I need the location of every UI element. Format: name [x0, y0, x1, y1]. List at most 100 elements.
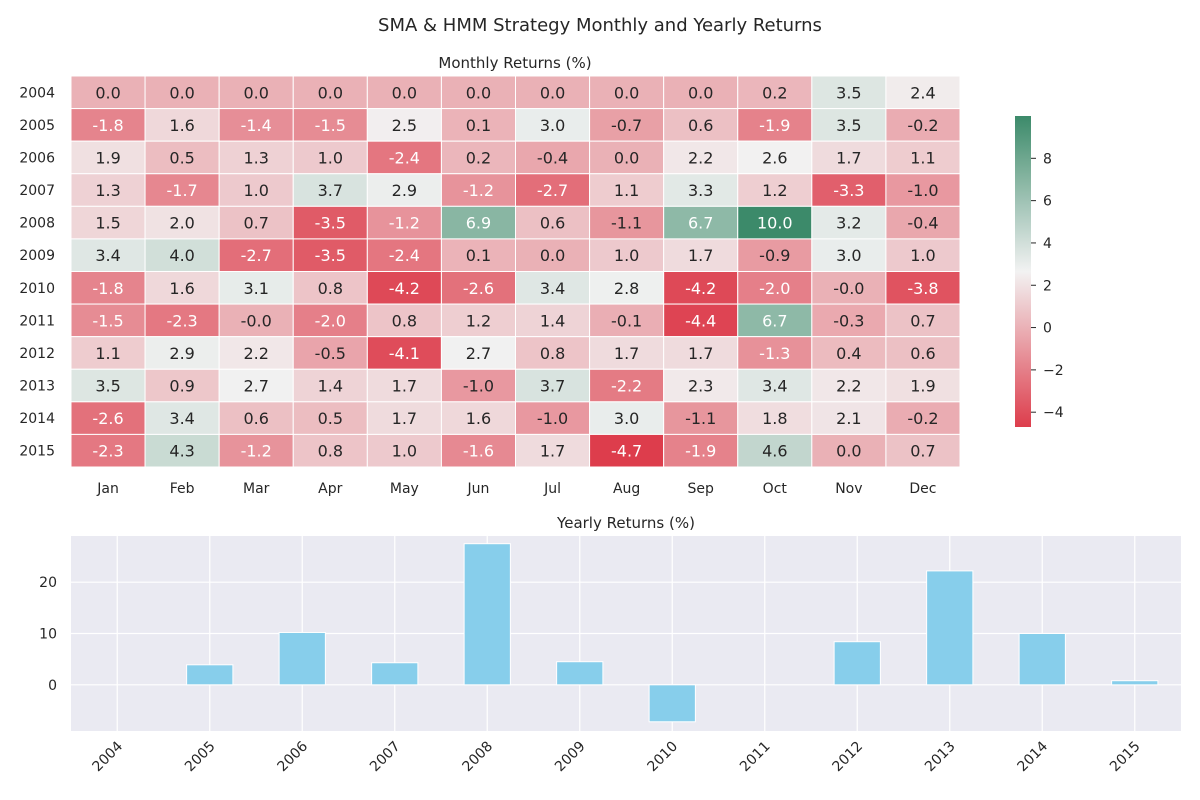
heatmap-cell: [737, 238, 813, 272]
heatmap-cell-label: -2.4: [389, 148, 420, 167]
bar-2006: [278, 631, 326, 686]
heatmap-cells: 0.0 0.0 0.0 0.0 0.0 0.0 0.0 0.0 0.0 0.2 3.5 2.4 -1.8…: [70, 75, 961, 468]
heatmap-cell: [292, 336, 368, 370]
bar-x-tick-label: 2011: [737, 739, 774, 776]
heatmap-cell: [292, 238, 368, 272]
heatmap-cell-label: 2.7: [466, 344, 491, 363]
heatmap-cell-label: 1.8: [762, 409, 787, 428]
heatmap-row-label: 2012: [19, 346, 55, 362]
heatmap-cell: [885, 336, 961, 370]
heatmap-cell-label: 4.3: [169, 442, 194, 461]
heatmap-col-label: Jun: [467, 481, 490, 497]
heatmap-cell-label: -4.1: [389, 344, 420, 363]
heatmap-cell-label: -1.3: [759, 344, 790, 363]
heatmap-cell: [144, 75, 220, 110]
heatmap-row-label: 2011: [19, 313, 55, 329]
heatmap-cell-label: -2.7: [537, 181, 568, 200]
heatmap-cell: [366, 303, 442, 338]
heatmap-cell-label: 2.5: [392, 116, 417, 135]
heatmap-cell: [440, 205, 517, 240]
heatmap-cell: [70, 205, 146, 240]
bar-x-tick-label: 2013: [922, 739, 959, 776]
heatmap-cell-label: 2.9: [169, 344, 194, 363]
heatmap-cell-label: -2.3: [92, 442, 123, 461]
heatmap-cell-label: 2.2: [836, 377, 861, 396]
heatmap-cell-label: 4.0: [169, 246, 194, 265]
heatmap-cell-label: -1.0: [537, 409, 568, 428]
heatmap-cell-label: 0.0: [614, 83, 639, 102]
heatmap-col-label: Aug: [613, 481, 640, 497]
colorbar-tick-label: 2: [1043, 278, 1052, 294]
heatmap-cell: [144, 368, 220, 403]
heatmap-cell-label: 1.3: [95, 181, 120, 200]
bar-2015: [1111, 680, 1159, 686]
heatmap-row-label: 2004: [19, 85, 55, 101]
heatmap-cell-label: 0.0: [836, 442, 861, 461]
heatmap-cell: [663, 108, 739, 142]
bar-2007: [371, 662, 419, 686]
heatmap-cell: [218, 271, 294, 305]
heatmap-cell: [366, 368, 442, 403]
heatmap-cell: [440, 433, 517, 468]
colorbar-tick-label: 4: [1043, 236, 1052, 252]
heatmap-cell-label: 1.7: [540, 442, 565, 461]
heatmap-cell: [663, 271, 739, 305]
heatmap-cell-label: 0.4: [836, 344, 861, 363]
colorbar-tick-label: −4: [1043, 405, 1064, 421]
heatmap-col-label: Dec: [909, 481, 936, 497]
heatmap-cell-label: 0.5: [318, 409, 343, 428]
heatmap-cell-label: -1.5: [92, 311, 123, 330]
heatmap-cell-label: -1.1: [685, 409, 716, 428]
heatmap-cell: [811, 271, 887, 305]
colorbar-tick-label: 8: [1043, 151, 1052, 167]
heatmap-cell: [811, 336, 887, 370]
heatmap-cell-label: 1.0: [392, 442, 417, 461]
heatmap-cell: [292, 303, 368, 338]
heatmap-cell-label: 1.7: [392, 409, 417, 428]
heatmap-cell-label: 1.0: [243, 181, 268, 200]
heatmap-cell-label: 2.9: [392, 181, 417, 200]
heatmap-col-labels: Jan Feb Mar Apr May Jun Jul Aug Sep Oct Nov Dec: [96, 481, 936, 497]
heatmap-cell-label: 1.0: [614, 246, 639, 265]
heatmap-cell: [663, 238, 739, 272]
heatmap-row-label: 2006: [19, 150, 55, 166]
heatmap-cell: [515, 108, 591, 142]
heatmap-cell-label: -1.9: [685, 442, 716, 461]
heatmap-cell: [589, 205, 665, 240]
heatmap-cell: [292, 401, 368, 435]
heatmap-row-label: 2014: [19, 411, 55, 427]
heatmap-cell: [440, 75, 517, 110]
heatmap-cell-label: 1.6: [169, 279, 194, 298]
bar-x-tick-label: 2005: [182, 739, 219, 776]
bar-2014: [1018, 633, 1066, 686]
heatmap-cell: [589, 401, 665, 435]
heatmap-cell: [885, 173, 961, 207]
heatmap-cell: [366, 271, 442, 305]
heatmap-cell: [70, 303, 146, 338]
heatmap-cell: [144, 108, 220, 142]
heatmap-cell-label: -1.2: [241, 442, 272, 461]
heatmap-cell-label: -0.3: [833, 311, 864, 330]
heatmap-cell-label: -0.1: [611, 311, 642, 330]
heatmap-cell-label: -1.0: [463, 377, 494, 396]
heatmap-row-label: 2015: [19, 444, 55, 460]
bar-x-tick-label: 2009: [552, 739, 589, 776]
heatmap-cell: [885, 368, 961, 403]
heatmap-cell-label: -0.4: [537, 148, 568, 167]
heatmap-cell-label: -3.5: [315, 214, 346, 233]
heatmap-row-label: 2007: [19, 183, 55, 199]
heatmap-cell: [515, 271, 591, 305]
heatmap-cell: [737, 271, 813, 305]
heatmap-cell: [515, 401, 591, 435]
heatmap-col-label: May: [390, 481, 419, 497]
heatmap-cell: [515, 336, 591, 370]
heatmap-cell-label: 3.1: [243, 279, 268, 298]
heatmap-cell: [737, 433, 813, 468]
heatmap-panel: Monthly Returns (%) 0.0 0.0 0.0 0.0 0.0 0.0 0.…: [19, 54, 961, 497]
heatmap-cell-label: -2.0: [315, 311, 346, 330]
heatmap-cell-label: 1.6: [466, 409, 491, 428]
heatmap-cell-label: 1.5: [95, 214, 120, 233]
heatmap-cell-label: 6.7: [762, 311, 787, 330]
heatmap-cell-label: -0.7: [611, 116, 642, 135]
